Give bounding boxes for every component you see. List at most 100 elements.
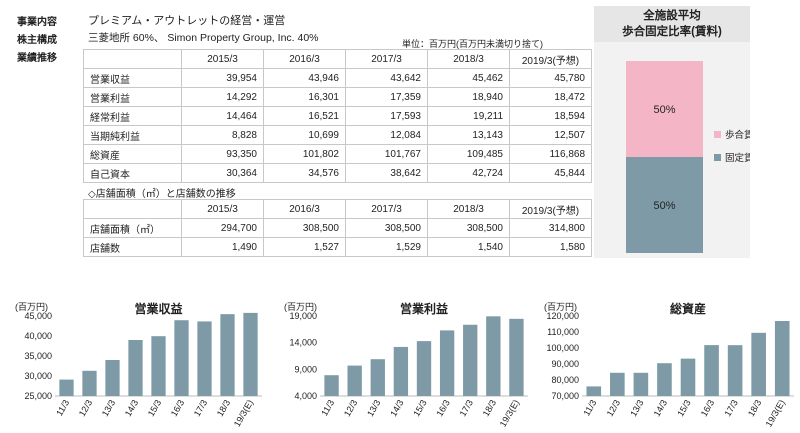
y-tick-label: 120,000 <box>546 311 579 321</box>
perf-row: 総資産 93,350 101,802 101,767 109,485 116,868 <box>83 144 592 164</box>
store-cell: 1,527 <box>263 237 346 257</box>
ratio-stacked-bar: 50% 50% 歩合賃料固定賃料 <box>626 61 750 253</box>
perf-cell: 12,507 <box>509 125 592 145</box>
perf-cell: 14,292 <box>181 87 264 107</box>
bar <box>370 359 385 396</box>
chart-unit: (百万円) <box>284 302 317 312</box>
x-tick-label: 17/3 <box>192 398 209 418</box>
store-cell: 314,800 <box>509 218 592 238</box>
x-tick-label: 13/3 <box>100 398 117 418</box>
store-row-label: 店舗面積（㎡） <box>83 218 182 238</box>
bar <box>610 372 625 396</box>
bar <box>82 370 97 396</box>
perf-header-cell: 2015/3 <box>181 49 264 69</box>
bar <box>416 341 432 396</box>
store-table: 2015/3 2016/3 2017/3 2018/3 2019/3(予想) 店舗面積（… <box>83 199 592 257</box>
perf-cell: 16,521 <box>263 106 346 126</box>
bar <box>509 318 524 396</box>
perf-row-label: 営業収益 <box>83 68 182 88</box>
ratio-title-line2: 歩合固定比率(賃料) <box>622 26 722 38</box>
perf-cell: 109,485 <box>427 144 510 164</box>
perf-row: 自己資本 30,364 34,576 38,642 42,724 45,844 <box>83 163 592 183</box>
bar <box>680 358 696 396</box>
perf-header-cell: 2017/3 <box>345 49 428 69</box>
y-tick-label: 30,000 <box>24 371 52 381</box>
bar <box>633 372 649 396</box>
x-tick-label: 11/3 <box>319 398 336 418</box>
perf-cell: 18,940 <box>427 87 510 107</box>
perf-cell: 101,802 <box>263 144 346 164</box>
bar <box>586 386 602 396</box>
perf-header-cell: 2018/3 <box>427 49 510 69</box>
y-tick-label: 70,000 <box>551 391 579 401</box>
perf-row-label: 総資産 <box>83 144 182 164</box>
store-section-title: ◇店舗面積（㎡）と店舗数の推移 <box>88 189 236 200</box>
x-tick-label: 16/3 <box>699 398 716 418</box>
bar <box>151 336 166 396</box>
shareholders-label: 株主構成 <box>17 35 57 46</box>
bar <box>197 321 212 396</box>
perf-cell: 45,462 <box>427 68 510 88</box>
y-tick-label: 14,000 <box>289 338 317 348</box>
ratio-segment <box>626 61 703 157</box>
performance-label: 業績推移 <box>17 53 57 64</box>
store-cell: 294,700 <box>181 218 264 238</box>
perf-cell: 45,780 <box>509 68 592 88</box>
perf-cell: 38,642 <box>345 163 428 183</box>
chart-title: 総資産 <box>670 301 706 316</box>
x-tick-label: 13/3 <box>365 398 382 418</box>
perf-cell: 93,350 <box>181 144 264 164</box>
bar <box>174 320 189 396</box>
perf-row: 経常利益 14,464 16,521 17,593 19,211 18,594 <box>83 106 592 126</box>
perf-row-label: 経常利益 <box>83 106 182 126</box>
y-tick-label: 100,000 <box>546 343 579 353</box>
ratio-segment <box>626 157 703 253</box>
store-cell: 1,529 <box>345 237 428 257</box>
store-cell: 1,490 <box>181 237 264 257</box>
bar <box>324 375 339 396</box>
store-cell: 308,500 <box>427 218 510 238</box>
y-tick-label: 45,000 <box>24 311 52 321</box>
x-tick-label: 18/3 <box>481 398 498 418</box>
x-tick-label: 11/3 <box>54 398 71 418</box>
y-tick-label: 90,000 <box>551 359 579 369</box>
bar <box>59 379 74 396</box>
ratio-legend-label: 歩合賃料 <box>725 129 750 141</box>
chart-title: 営業利益 <box>400 301 448 316</box>
store-header-cell: 2017/3 <box>345 199 428 219</box>
chart-unit: (百万円) <box>544 302 577 312</box>
perf-row-label: 当期純利益 <box>83 125 182 145</box>
store-cell: 1,580 <box>509 237 592 257</box>
perf-header-cell <box>83 49 182 69</box>
bar <box>751 332 766 396</box>
perf-row-label: 営業利益 <box>83 87 182 107</box>
x-tick-label: 19/3(E) <box>232 398 255 429</box>
perf-row: 営業利益 14,292 16,301 17,359 18,940 18,472 <box>83 87 592 107</box>
store-row: 店舗面積（㎡） 294,700 308,500 308,500 308,500 314,8… <box>83 218 592 238</box>
store-cell: 1,540 <box>427 237 510 257</box>
x-tick-label: 18/3 <box>215 398 232 418</box>
bar <box>657 363 672 396</box>
x-tick-label: 19/3(E) <box>764 398 787 429</box>
perf-cell: 13,143 <box>427 125 510 145</box>
perf-cell: 8,828 <box>181 125 264 145</box>
y-tick-label: 40,000 <box>24 331 52 341</box>
perf-cell: 18,594 <box>509 106 592 126</box>
perf-row-label: 自己資本 <box>83 163 182 183</box>
store-header-cell: 2016/3 <box>263 199 346 219</box>
ratio-segment-label: 50% <box>653 200 675 212</box>
x-tick-label: 18/3 <box>746 398 763 418</box>
x-tick-label: 14/3 <box>652 398 669 418</box>
store-header-cell <box>83 199 182 219</box>
perf-cell: 16,301 <box>263 87 346 107</box>
x-tick-label: 11/3 <box>581 398 598 418</box>
bar <box>220 314 235 396</box>
perf-cell: 10,699 <box>263 125 346 145</box>
ratio-panel-title: 全施設平均 歩合固定比率(賃料) <box>594 6 750 42</box>
x-tick-label: 15/3 <box>675 398 692 418</box>
perf-cell: 101,767 <box>345 144 428 164</box>
performance-table: 2015/3 2016/3 2017/3 2018/3 2019/3(予想) 営業収益 3… <box>83 49 592 183</box>
store-row: 店舗数 1,490 1,527 1,529 1,540 1,580 <box>83 237 592 257</box>
bar <box>128 340 143 396</box>
business-label: 事業内容 <box>17 17 57 28</box>
